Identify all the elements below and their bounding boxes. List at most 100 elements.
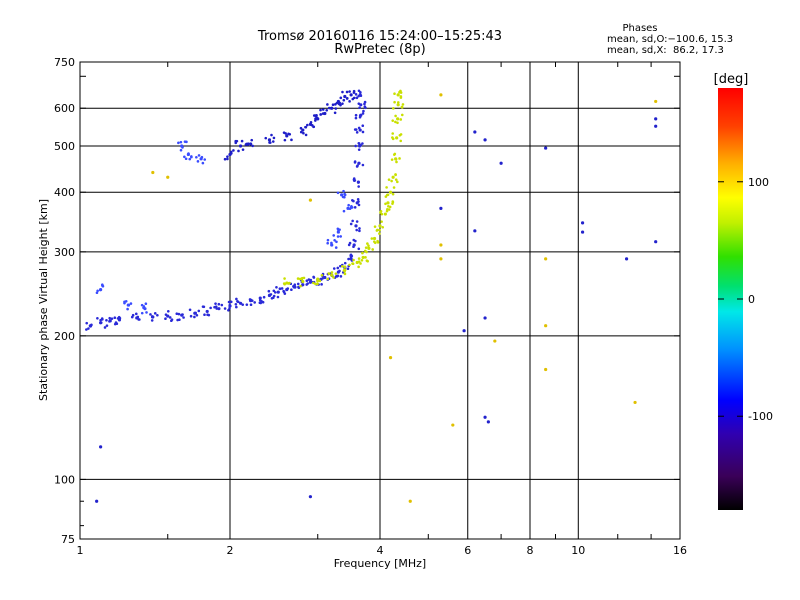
y-tick-label: 300 xyxy=(54,246,75,259)
data-point xyxy=(347,257,350,261)
data-point xyxy=(183,140,187,143)
data-point xyxy=(168,316,172,319)
data-point xyxy=(271,140,275,143)
data-point xyxy=(314,117,317,121)
data-point xyxy=(394,114,397,118)
x-tick-label: 2 xyxy=(227,544,234,557)
data-point xyxy=(355,228,358,232)
data-point xyxy=(177,312,181,316)
data-point xyxy=(353,128,357,131)
phases-title: Phases xyxy=(622,23,657,34)
data-point xyxy=(391,202,394,205)
data-point xyxy=(338,269,341,273)
data-point xyxy=(353,206,357,209)
data-point xyxy=(308,495,313,499)
data-point xyxy=(356,164,359,167)
data-point xyxy=(395,136,399,140)
data-point xyxy=(357,148,361,151)
data-point xyxy=(343,192,346,196)
data-point xyxy=(357,200,360,203)
data-point xyxy=(318,279,322,283)
data-point xyxy=(260,300,263,303)
data-point xyxy=(96,316,99,320)
data-point xyxy=(226,155,229,158)
data-point xyxy=(349,206,353,209)
data-point xyxy=(359,90,362,94)
data-point xyxy=(355,96,359,100)
data-point xyxy=(391,175,395,179)
data-point xyxy=(235,305,238,309)
data-point xyxy=(347,203,350,207)
data-point xyxy=(197,154,201,157)
data-point xyxy=(408,499,412,503)
data-point xyxy=(115,322,119,326)
data-point xyxy=(351,262,354,265)
data-point xyxy=(306,123,309,127)
data-point xyxy=(358,227,361,230)
data-point xyxy=(105,324,109,327)
data-point xyxy=(264,136,268,140)
data-point xyxy=(341,102,344,105)
data-point xyxy=(95,499,99,503)
data-point xyxy=(151,315,154,318)
data-point xyxy=(358,128,362,132)
data-point xyxy=(227,300,231,304)
data-point xyxy=(150,319,154,322)
data-point xyxy=(361,251,364,255)
data-point xyxy=(108,316,112,320)
phases-o-stats: mean, sd,O:−100.6, 15.3 xyxy=(607,34,733,45)
data-point xyxy=(544,324,548,328)
data-point xyxy=(85,321,89,325)
y-tick-label: 400 xyxy=(54,186,75,199)
data-point xyxy=(164,313,168,316)
data-point xyxy=(193,315,196,319)
data-point xyxy=(103,326,107,329)
data-point xyxy=(342,189,345,193)
data-point xyxy=(355,131,359,134)
data-point xyxy=(299,284,302,288)
data-point xyxy=(359,94,363,98)
data-point xyxy=(332,234,336,237)
data-point xyxy=(183,155,186,159)
data-point xyxy=(337,102,341,106)
data-point xyxy=(268,141,272,144)
data-point xyxy=(359,144,363,147)
data-point xyxy=(87,327,90,330)
data-point xyxy=(364,246,368,249)
data-point xyxy=(312,281,315,285)
data-point xyxy=(187,152,190,155)
data-point xyxy=(85,328,88,331)
data-point xyxy=(348,263,351,267)
plot-area xyxy=(79,61,681,540)
grid xyxy=(80,62,680,539)
data-point xyxy=(299,126,303,130)
data-point xyxy=(309,121,313,124)
data-point xyxy=(270,133,273,137)
y-tick-label: 200 xyxy=(54,330,75,343)
data-point xyxy=(201,161,205,165)
data-point xyxy=(144,302,148,306)
data-point xyxy=(332,267,336,270)
data-point xyxy=(399,118,403,121)
data-point xyxy=(371,248,375,251)
data-point xyxy=(366,242,369,245)
data-point xyxy=(249,303,253,307)
data-point xyxy=(296,277,300,280)
data-point xyxy=(170,318,174,321)
data-point xyxy=(280,287,284,290)
data-point xyxy=(394,173,397,176)
data-point xyxy=(156,313,159,317)
data-point xyxy=(238,144,243,148)
data-point xyxy=(387,204,390,208)
data-point xyxy=(330,243,334,247)
data-point xyxy=(203,313,206,317)
data-point xyxy=(230,152,233,155)
data-point xyxy=(362,109,365,113)
data-point xyxy=(392,186,396,189)
data-point xyxy=(379,211,382,214)
data-point xyxy=(314,282,317,286)
data-point xyxy=(400,113,404,117)
data-point xyxy=(316,280,319,283)
data-point xyxy=(399,91,403,94)
data-point xyxy=(142,306,145,310)
